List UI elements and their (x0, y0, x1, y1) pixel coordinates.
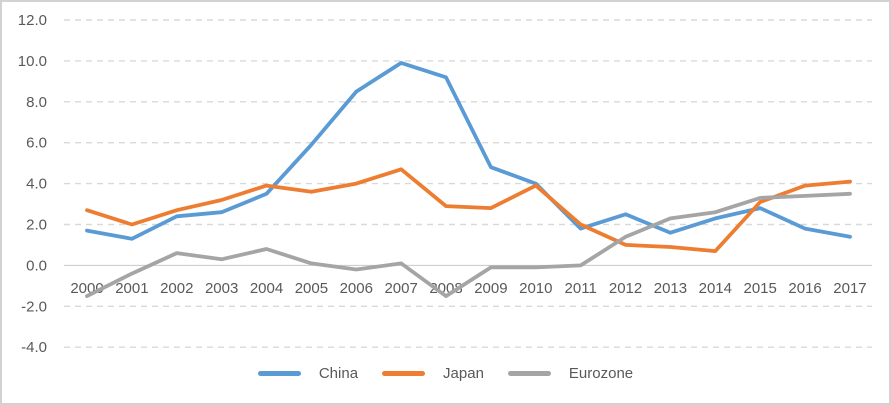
x-tick-label: 2009 (474, 280, 507, 297)
y-tick-label: 10.0 (18, 53, 47, 70)
series-line-eurozone (85, 191, 852, 299)
y-tick-label: 12.0 (18, 12, 47, 29)
x-tick-label: 2012 (609, 280, 642, 297)
legend-item-japan: Japan (382, 365, 484, 382)
y-tick-label: 6.0 (26, 135, 47, 152)
legend-item-eurozone: Eurozone (507, 365, 634, 382)
legend-label-china: China (318, 365, 359, 382)
y-tick-label: 2.0 (26, 217, 47, 234)
y-tick-label: -2.0 (21, 298, 47, 315)
legend-label-eurozone: Eurozone (568, 365, 634, 382)
x-tick-label: 2002 (160, 280, 193, 297)
y-tick-label: 8.0 (26, 94, 47, 111)
x-tick-label: 2003 (205, 280, 238, 297)
x-tick-label: 2001 (115, 280, 148, 297)
x-tick-label: 2015 (744, 280, 777, 297)
legend-swatch-japan-icon (382, 371, 426, 376)
y-tick-label: 4.0 (26, 176, 47, 193)
legend-label-japan: Japan (443, 365, 484, 382)
chart-legend: China Japan Eurozone (2, 365, 889, 382)
x-tick-label: 2017 (833, 280, 866, 297)
legend-swatch-eurozone-icon (507, 371, 551, 376)
series-line-china (85, 61, 852, 241)
x-tick-label: 2011 (565, 280, 597, 297)
legend-swatch-china-icon (257, 371, 301, 376)
x-tick-label: 2006 (340, 280, 373, 297)
y-tick-label: -4.0 (21, 339, 47, 356)
series-line-japan (85, 167, 852, 254)
x-tick-label: 2013 (654, 280, 687, 297)
x-tick-label: 2016 (788, 280, 821, 297)
legend-item-china: China (257, 365, 359, 382)
y-tick-label: 0.0 (26, 257, 47, 274)
x-tick-label: 2014 (699, 280, 732, 297)
x-tick-label: 2010 (519, 280, 552, 297)
x-tick-label: 2007 (384, 280, 417, 297)
x-tick-label: 2004 (250, 280, 283, 297)
x-tick-label: 2005 (295, 280, 328, 297)
